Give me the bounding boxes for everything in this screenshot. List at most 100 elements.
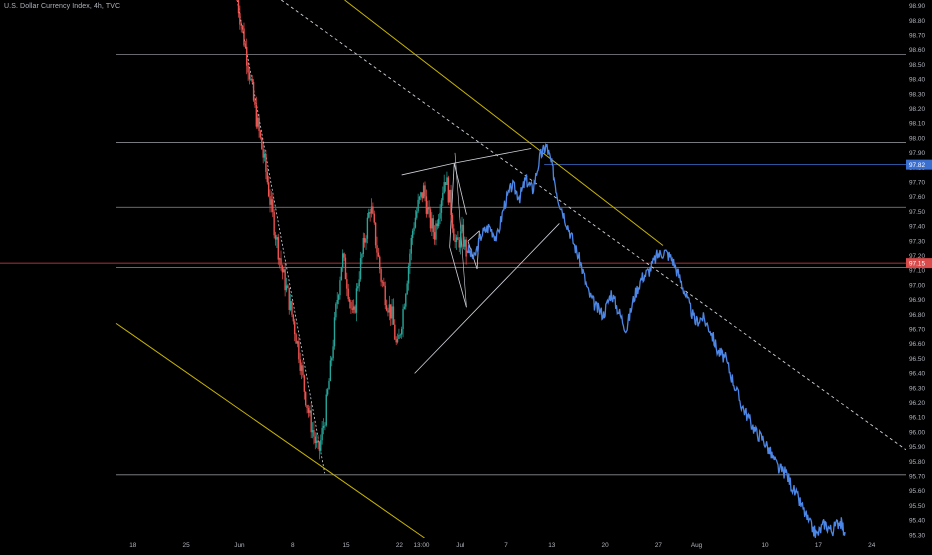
candle-body bbox=[435, 223, 437, 240]
candle-body bbox=[424, 185, 426, 197]
horizontal-levels bbox=[0, 53, 906, 476]
candle-body bbox=[443, 182, 445, 193]
candle-body bbox=[303, 375, 306, 392]
candle-body bbox=[385, 305, 388, 311]
price-tick-label: 97.10 bbox=[909, 268, 925, 275]
price-tick-label: 98.10 bbox=[909, 121, 925, 128]
candle-body bbox=[366, 217, 369, 239]
candle-body bbox=[396, 338, 399, 343]
candle-body bbox=[269, 196, 271, 205]
candle-body bbox=[344, 257, 347, 280]
time-tick-label: 8 bbox=[291, 542, 295, 549]
candle-body bbox=[462, 224, 465, 247]
price-tick-label: 96.00 bbox=[909, 429, 925, 436]
candle-body bbox=[373, 213, 375, 223]
time-tick-label: 18 bbox=[129, 542, 137, 549]
candle-body bbox=[432, 218, 434, 233]
candle-body bbox=[433, 232, 436, 240]
price-tick-label: 96.40 bbox=[909, 371, 925, 378]
candle-body bbox=[411, 230, 414, 238]
candle-body bbox=[461, 224, 463, 232]
candle-body bbox=[333, 317, 336, 347]
triangle-upper-line bbox=[454, 148, 532, 164]
time-axis-background bbox=[0, 538, 906, 550]
price-tick-label: 98.90 bbox=[909, 3, 925, 10]
price-tick-label: 97.00 bbox=[909, 282, 925, 289]
candle-body bbox=[321, 427, 323, 441]
candle-body bbox=[362, 238, 364, 255]
price-tick-label: 98.60 bbox=[909, 47, 925, 54]
candle-body bbox=[451, 214, 454, 229]
triangle-upper-line bbox=[401, 162, 455, 176]
candle-body bbox=[244, 45, 247, 47]
candle-body bbox=[450, 189, 452, 215]
time-tick-label: Aug bbox=[691, 542, 703, 549]
projection-series bbox=[466, 142, 846, 538]
price-tick-label: 95.30 bbox=[909, 532, 925, 539]
candle-body bbox=[372, 206, 374, 214]
candle-body bbox=[427, 207, 429, 214]
candle-body bbox=[405, 294, 407, 307]
wedge-line bbox=[449, 163, 455, 247]
price-tick-label: 95.80 bbox=[909, 459, 925, 466]
candle-body bbox=[246, 46, 248, 66]
time-tick-label: 13 bbox=[548, 542, 556, 549]
candle-body bbox=[392, 306, 395, 325]
price-tick-label: 98.30 bbox=[909, 91, 925, 98]
candle-body bbox=[317, 440, 319, 442]
candle-body bbox=[377, 252, 380, 257]
time-tick-label: 20 bbox=[602, 542, 610, 549]
current-price-label: 97.15 bbox=[909, 260, 925, 267]
price-tick-label: 98.50 bbox=[909, 62, 925, 69]
candle-body bbox=[240, 24, 242, 26]
price-tick-label: 96.10 bbox=[909, 415, 925, 422]
candle-body bbox=[406, 283, 408, 295]
candle-body bbox=[311, 430, 314, 433]
candle-body bbox=[342, 253, 344, 267]
time-axis[interactable]: 18 25 Jun 8 15 22 13:00 Jul 7 13 20 27 Aug 10 17 24 bbox=[0, 538, 906, 550]
candle-body bbox=[374, 222, 377, 246]
candle-body bbox=[395, 339, 397, 343]
candle-body bbox=[464, 239, 466, 247]
candle-body bbox=[380, 269, 382, 282]
candle-body bbox=[295, 334, 297, 344]
candle-body bbox=[336, 299, 338, 304]
candle-body bbox=[280, 258, 282, 266]
candle-body bbox=[402, 308, 404, 329]
candle-body bbox=[288, 287, 290, 310]
candle-body bbox=[335, 303, 337, 318]
candle-body bbox=[428, 207, 430, 210]
time-tick-label: 25 bbox=[183, 542, 191, 549]
candle-body bbox=[390, 304, 392, 319]
candle-body bbox=[306, 405, 308, 409]
price-tick-label: 97.20 bbox=[909, 253, 925, 260]
candle-body bbox=[284, 269, 286, 291]
candle-body bbox=[400, 328, 403, 335]
price-tick-label: 95.50 bbox=[909, 503, 925, 510]
candle-body bbox=[259, 131, 262, 138]
price-tick-label: 97.50 bbox=[909, 209, 925, 216]
candle-body bbox=[355, 288, 358, 313]
price-tick-label: 97.70 bbox=[909, 179, 925, 186]
candle-body bbox=[248, 72, 251, 80]
candle-body bbox=[394, 324, 396, 340]
time-tick-label: 15 bbox=[343, 542, 351, 549]
candle-body bbox=[409, 253, 411, 266]
candle-body bbox=[455, 237, 458, 243]
candle-body bbox=[440, 200, 443, 213]
price-tick-label: 96.80 bbox=[909, 312, 925, 319]
price-axis[interactable]: 98.90 98.80 98.70 98.60 98.50 98.40 98.30 98.20… bbox=[906, 0, 932, 550]
candle-body bbox=[387, 310, 389, 313]
candle-body bbox=[354, 306, 356, 313]
candle-body bbox=[328, 380, 330, 390]
price-tick-label: 97.40 bbox=[909, 224, 925, 231]
candle-body bbox=[416, 211, 418, 218]
time-tick-label: 24 bbox=[868, 542, 876, 549]
price-axis-background bbox=[906, 0, 932, 550]
candle-body bbox=[383, 282, 385, 286]
projection-level-label: 97.82 bbox=[909, 162, 925, 169]
candle-body bbox=[331, 358, 333, 361]
trend-lines bbox=[115, 0, 907, 539]
